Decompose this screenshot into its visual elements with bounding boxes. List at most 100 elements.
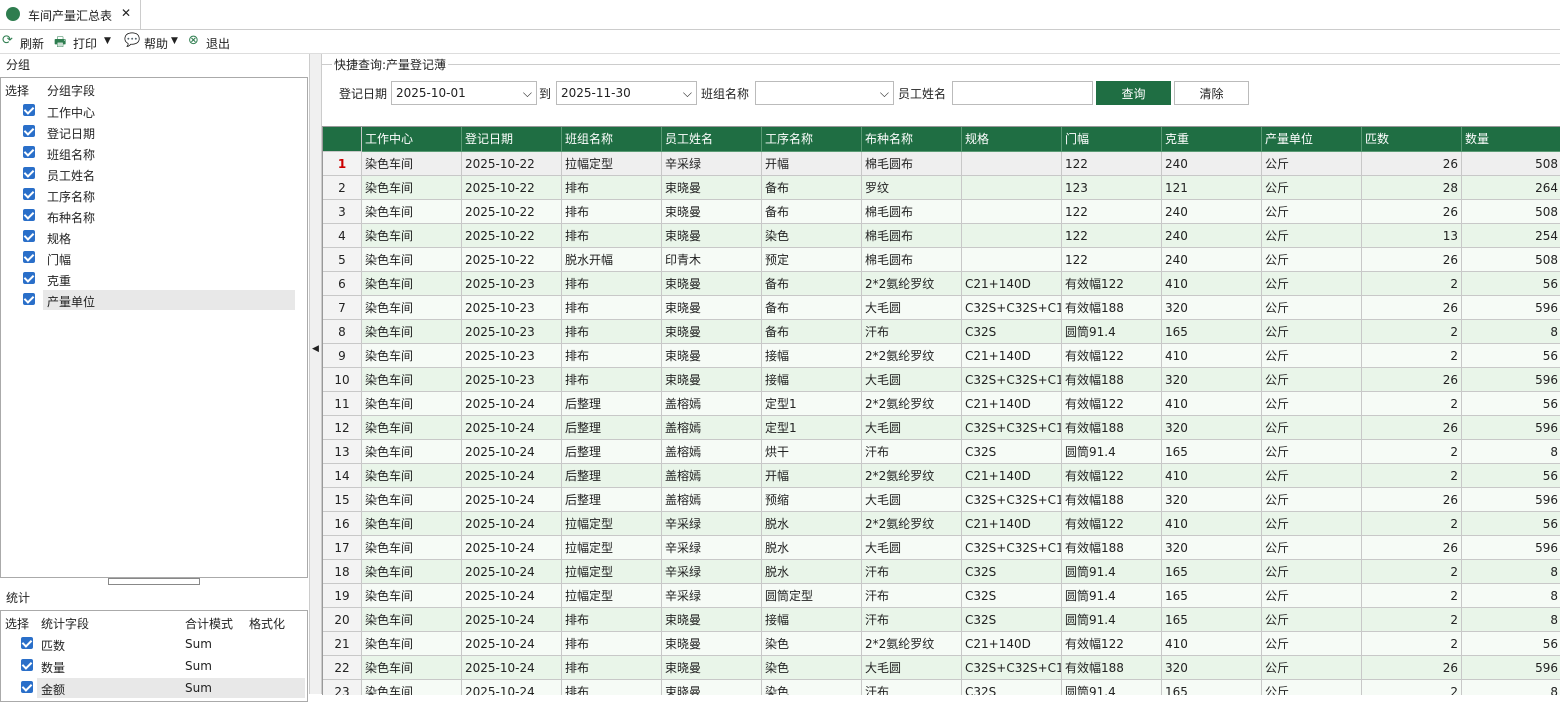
- toolbar-button[interactable]: 退出: [206, 37, 231, 51]
- cell: 8: [1462, 440, 1560, 464]
- cell: 大毛圆: [862, 296, 962, 320]
- employee-input[interactable]: [952, 81, 1093, 105]
- checkbox[interactable]: [23, 230, 35, 242]
- vertical-splitter[interactable]: ◀: [309, 54, 322, 694]
- tab-close[interactable]: ✕: [121, 6, 132, 20]
- cell: 2025-10-22: [462, 200, 562, 224]
- column-header[interactable]: 登记日期: [462, 127, 562, 152]
- cell: 2025-10-24: [462, 656, 562, 680]
- cell: C21+140D: [962, 512, 1062, 536]
- toolbar-icon: 💬: [124, 33, 141, 48]
- stat-mode: Sum: [185, 681, 212, 695]
- column-header[interactable]: 布种名称: [862, 127, 962, 152]
- cell: 2025-10-24: [462, 392, 562, 416]
- cell: 公斤: [1262, 560, 1362, 584]
- checkbox[interactable]: [23, 272, 35, 284]
- date-to[interactable]: 2025-11-30 ⌵: [556, 81, 697, 105]
- cell: 染色车间: [362, 176, 462, 200]
- cell: 165: [1162, 440, 1262, 464]
- checkbox[interactable]: [23, 251, 35, 263]
- checkbox[interactable]: [23, 125, 35, 137]
- splitter-handle[interactable]: [108, 578, 200, 585]
- checkbox[interactable]: [23, 146, 35, 158]
- toolbar-button[interactable]: 帮助: [144, 37, 169, 51]
- cell: 2025-10-23: [462, 296, 562, 320]
- cell: 有效幅122: [1062, 344, 1162, 368]
- cell: 508: [1462, 248, 1560, 272]
- date-from[interactable]: 2025-10-01 ⌵: [391, 81, 537, 105]
- clear-button[interactable]: 清除: [1174, 81, 1249, 105]
- cell: 染色车间: [362, 248, 462, 272]
- cell: 后整理: [562, 440, 662, 464]
- cell: 2025-10-24: [462, 584, 562, 608]
- cell: [962, 200, 1062, 224]
- column-header[interactable]: 规格: [962, 127, 1062, 152]
- cell: 2: [1362, 512, 1462, 536]
- row-number: 2: [323, 176, 362, 200]
- cell: 8: [1462, 584, 1560, 608]
- cell: 棉毛圆布: [862, 248, 962, 272]
- cell: 2025-10-24: [462, 464, 562, 488]
- column-header[interactable]: 匹数: [1362, 127, 1462, 152]
- cell: 染色车间: [362, 536, 462, 560]
- cell: 320: [1162, 536, 1262, 560]
- checkbox[interactable]: [23, 293, 35, 305]
- search-button[interactable]: 查询: [1096, 81, 1171, 105]
- team-select[interactable]: ⌵: [755, 81, 894, 105]
- checkbox[interactable]: [21, 681, 33, 693]
- checkbox[interactable]: [23, 209, 35, 221]
- cell: 拉幅定型: [562, 152, 662, 176]
- cell: 罗纹: [862, 176, 962, 200]
- row-number: 3: [323, 200, 362, 224]
- team-label: 班组名称: [701, 87, 750, 101]
- group-field: 登记日期: [47, 127, 96, 141]
- column-header[interactable]: 门幅: [1062, 127, 1162, 152]
- cell: 束晓曼: [662, 680, 762, 695]
- column-header[interactable]: 员工姓名: [662, 127, 762, 152]
- cell: 56: [1462, 392, 1560, 416]
- cell: 束晓曼: [662, 320, 762, 344]
- toolbar-button[interactable]: 刷新: [20, 37, 45, 51]
- column-header[interactable]: 克重: [1162, 127, 1262, 152]
- cell: 束晓曼: [662, 656, 762, 680]
- cell: 脱水: [762, 560, 862, 584]
- cell: 束晓曼: [662, 368, 762, 392]
- cell: 公斤: [1262, 656, 1362, 680]
- cell: 165: [1162, 680, 1262, 695]
- column-header[interactable]: 工作中心: [362, 127, 462, 152]
- row-number: 22: [323, 656, 362, 680]
- cell: 122: [1062, 152, 1162, 176]
- cell: 开幅: [762, 464, 862, 488]
- checkbox[interactable]: [23, 104, 35, 116]
- column-header[interactable]: 班组名称: [562, 127, 662, 152]
- cell: 公斤: [1262, 152, 1362, 176]
- cell: 公斤: [1262, 224, 1362, 248]
- tab[interactable]: 车间产量汇总表 ✕: [0, 0, 141, 29]
- column-header[interactable]: 数量: [1462, 127, 1560, 152]
- column-header[interactable]: 工序名称: [762, 127, 862, 152]
- checkbox[interactable]: [21, 659, 33, 671]
- cell: 染色: [762, 224, 862, 248]
- cell: 圆筒91.4: [1062, 584, 1162, 608]
- cell: 公斤: [1262, 416, 1362, 440]
- cell: 320: [1162, 416, 1262, 440]
- cell: 汗布: [862, 320, 962, 344]
- cell: 公斤: [1262, 296, 1362, 320]
- group-field: 员工姓名: [47, 169, 96, 183]
- cell: 烘干: [762, 440, 862, 464]
- cell: 大毛圆: [862, 536, 962, 560]
- checkbox[interactable]: [21, 637, 33, 649]
- cell: C32S: [962, 320, 1062, 344]
- checkbox[interactable]: [23, 188, 35, 200]
- row-number: 8: [323, 320, 362, 344]
- row-number: 18: [323, 560, 362, 584]
- cell: 8: [1462, 680, 1560, 695]
- checkbox[interactable]: [23, 167, 35, 179]
- column-header[interactable]: 产量单位: [1262, 127, 1362, 152]
- cell: [962, 248, 1062, 272]
- cell: 排布: [562, 224, 662, 248]
- cell: 123: [1062, 176, 1162, 200]
- cell: 汗布: [862, 584, 962, 608]
- toolbar-button[interactable]: 打印: [73, 37, 98, 51]
- cell: 染色车间: [362, 200, 462, 224]
